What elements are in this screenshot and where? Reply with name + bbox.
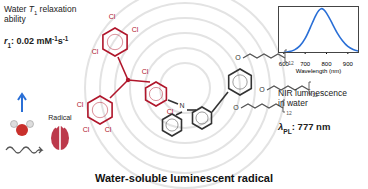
svg-text:700: 700: [300, 61, 311, 67]
svg-text:Cl: Cl: [166, 107, 174, 115]
svg-text:Cl: Cl: [77, 101, 84, 108]
svg-text:900: 900: [343, 61, 354, 67]
svg-text:12: 12: [286, 110, 292, 116]
svg-text:Radical: Radical: [48, 114, 72, 121]
svg-text:λPL: 777 nm: λPL: 777 nm: [277, 121, 330, 135]
svg-text:Cl: Cl: [92, 48, 99, 55]
svg-text:12: 12: [288, 60, 294, 66]
svg-text:Water-soluble luminescent radi: Water-soluble luminescent radical: [95, 172, 273, 184]
svg-text:O: O: [233, 104, 239, 111]
html-text:Water T1relaxation: Water T1relaxation: [4, 4, 77, 16]
svg-text:Cl: Cl: [83, 126, 90, 133]
svg-text:Cl: Cl: [132, 26, 139, 33]
svg-text:Wavelength (nm): Wavelength (nm): [296, 68, 341, 74]
svg-text:Cl: Cl: [142, 68, 149, 75]
svg-text:O: O: [235, 54, 241, 61]
svg-text:N: N: [179, 102, 184, 109]
svg-text:NIR luminescence: NIR luminescence: [278, 88, 347, 98]
svg-text:Cl: Cl: [109, 13, 116, 20]
svg-text:r1: 0.02 mM-1s-1: r1: 0.02 mM-1s-1: [4, 35, 69, 49]
svg-text:600: 600: [279, 61, 290, 67]
svg-text:800: 800: [321, 61, 332, 67]
svg-text:O: O: [259, 86, 265, 93]
svg-text:in water: in water: [278, 98, 308, 108]
svg-text:Cl: Cl: [105, 126, 112, 133]
svg-text:ability: ability: [4, 14, 26, 24]
